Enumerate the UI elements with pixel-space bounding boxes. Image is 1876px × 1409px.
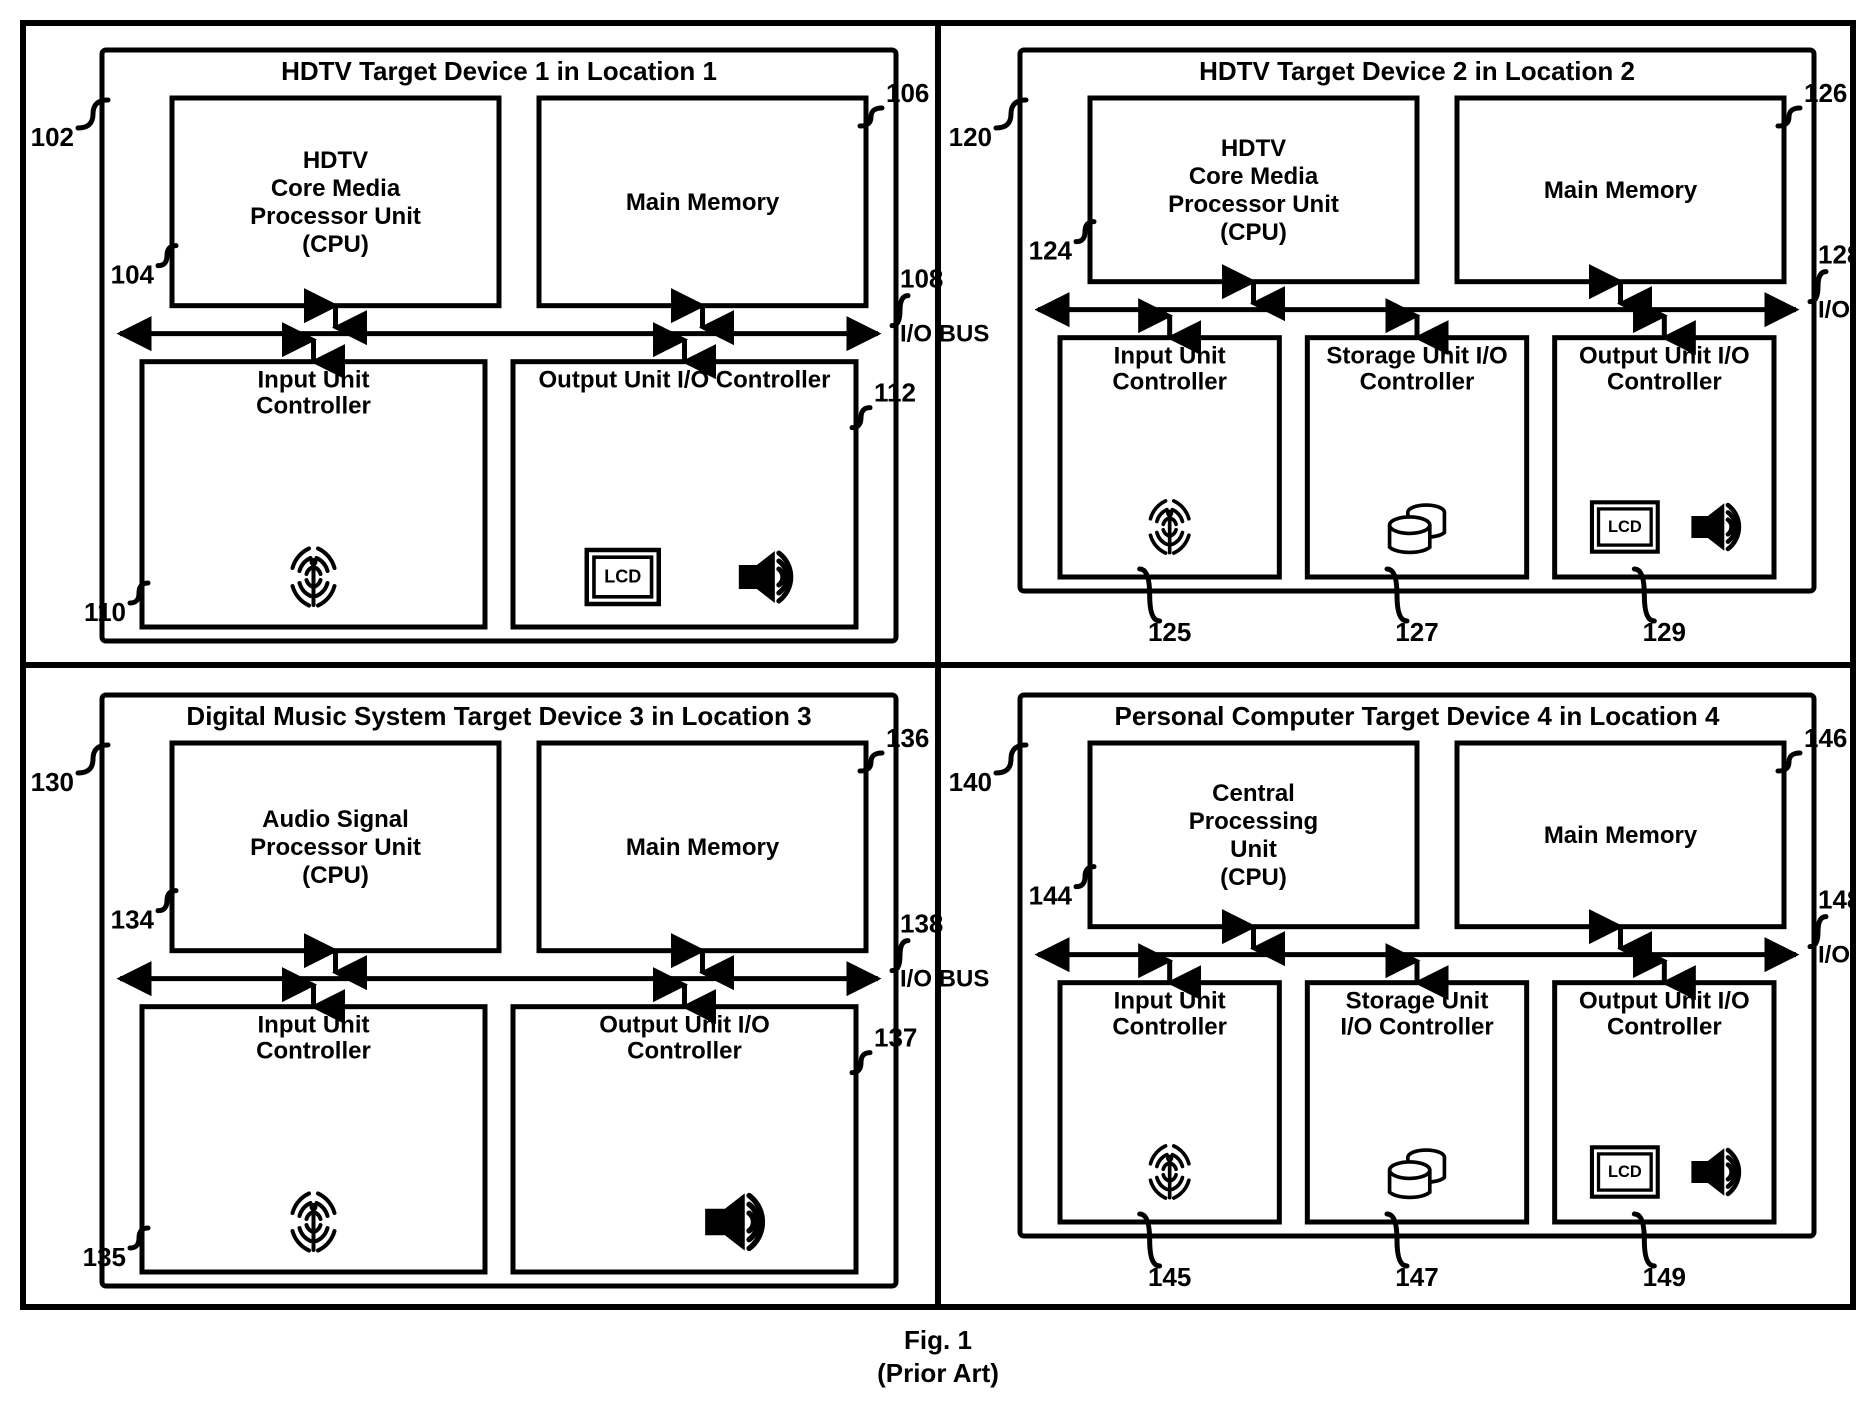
svg-text:148: 148: [1818, 885, 1856, 915]
diagram-svg: HDTV Target Device 1 in Location 1 102 I/O…: [20, 20, 1856, 1310]
svg-text:Controller: Controller: [627, 1038, 742, 1065]
svg-text:Processor Unit: Processor Unit: [250, 834, 421, 861]
svg-text:HDTV: HDTV: [1221, 135, 1286, 162]
svg-text:Processing: Processing: [1189, 808, 1318, 835]
svg-text:Controller: Controller: [1360, 369, 1475, 396]
svg-text:124: 124: [1029, 236, 1073, 266]
caption-line-1: Fig. 1: [904, 1325, 972, 1355]
svg-text:LCD: LCD: [604, 566, 641, 586]
svg-text:I/O Controller: I/O Controller: [1340, 1014, 1493, 1041]
svg-text:Core Media: Core Media: [1189, 163, 1319, 190]
svg-text:130: 130: [31, 767, 74, 797]
svg-text:Controller: Controller: [256, 393, 371, 420]
svg-text:Central: Central: [1212, 780, 1295, 807]
svg-text:Unit: Unit: [1230, 836, 1277, 863]
svg-text:Main Memory: Main Memory: [626, 189, 780, 216]
svg-text:Storage Unit: Storage Unit: [1346, 988, 1489, 1015]
svg-text:Controller: Controller: [1112, 1014, 1227, 1041]
svg-text:HDTV: HDTV: [303, 147, 368, 174]
svg-text:146: 146: [1804, 723, 1847, 753]
caption-line-2: (Prior Art): [877, 1358, 999, 1388]
quadrant-q4: Personal Computer Target Device 4 in Loc…: [949, 695, 1856, 1292]
svg-text:Output Unit I/O: Output Unit I/O: [1579, 988, 1750, 1015]
figure-caption: Fig. 1 (Prior Art): [20, 1324, 1856, 1389]
svg-text:LCD: LCD: [1608, 518, 1642, 536]
svg-text:112: 112: [874, 378, 916, 408]
svg-text:Core Media: Core Media: [271, 175, 401, 202]
quadrant-q2: HDTV Target Device 2 in Location 2 120 I/O…: [949, 50, 1856, 647]
svg-text:Output Unit I/O: Output Unit I/O: [599, 1012, 770, 1039]
svg-text:Controller: Controller: [1112, 369, 1227, 396]
svg-text:134: 134: [111, 905, 155, 935]
svg-text:Input Unit: Input Unit: [258, 367, 370, 394]
svg-text:I/O BUS: I/O BUS: [900, 966, 989, 993]
svg-text:(CPU): (CPU): [302, 862, 369, 889]
svg-text:120: 120: [949, 122, 992, 152]
svg-text:Input Unit: Input Unit: [1114, 343, 1226, 370]
svg-text:HDTV Target Device 2 in Locati: HDTV Target Device 2 in Location 2: [1199, 56, 1635, 86]
svg-text:I/O BUS: I/O BUS: [1818, 297, 1856, 324]
svg-text:Controller: Controller: [1607, 1014, 1722, 1041]
svg-text:(CPU): (CPU): [1220, 219, 1287, 246]
svg-text:Controller: Controller: [1607, 369, 1722, 396]
quadrant-q3: Digital Music System Target Device 3 in …: [31, 695, 990, 1286]
svg-text:I/O BUS: I/O BUS: [900, 321, 989, 348]
svg-text:Output Unit I/O: Output Unit I/O: [1579, 343, 1750, 370]
svg-text:Audio Signal: Audio Signal: [262, 806, 409, 833]
svg-text:Output Unit I/O Controller: Output Unit I/O Controller: [539, 367, 831, 394]
svg-text:HDTV Target Device 1 in Locati: HDTV Target Device 1 in Location 1: [281, 56, 717, 86]
svg-text:Main Memory: Main Memory: [1544, 822, 1698, 849]
svg-text:Digital Music System Target De: Digital Music System Target Device 3 in …: [186, 701, 811, 731]
svg-text:135: 135: [83, 1242, 126, 1272]
svg-text:Storage Unit I/O: Storage Unit I/O: [1326, 343, 1507, 370]
svg-text:Controller: Controller: [256, 1038, 371, 1065]
quadrant-q1: HDTV Target Device 1 in Location 1 102 I/O…: [31, 50, 990, 641]
svg-text:Main Memory: Main Memory: [626, 834, 780, 861]
svg-text:108: 108: [900, 264, 943, 294]
svg-text:144: 144: [1029, 881, 1073, 911]
svg-text:Input Unit: Input Unit: [1114, 988, 1226, 1015]
svg-text:(CPU): (CPU): [302, 231, 369, 258]
svg-text:104: 104: [111, 260, 155, 290]
svg-text:137: 137: [874, 1023, 917, 1053]
svg-text:Personal Computer Target Devic: Personal Computer Target Device 4 in Loc…: [1115, 701, 1720, 731]
svg-text:Input Unit: Input Unit: [258, 1012, 370, 1039]
svg-text:110: 110: [84, 597, 126, 627]
svg-text:136: 136: [886, 723, 929, 753]
svg-text:138: 138: [900, 909, 943, 939]
svg-text:106: 106: [886, 78, 929, 108]
svg-text:Processor Unit: Processor Unit: [250, 203, 421, 230]
svg-text:128: 128: [1818, 240, 1856, 270]
svg-text:Main Memory: Main Memory: [1544, 177, 1698, 204]
svg-text:LCD: LCD: [1608, 1163, 1642, 1181]
svg-text:126: 126: [1804, 78, 1847, 108]
svg-text:140: 140: [949, 767, 992, 797]
svg-text:102: 102: [31, 122, 74, 152]
svg-text:(CPU): (CPU): [1220, 864, 1287, 891]
svg-text:Processor Unit: Processor Unit: [1168, 191, 1339, 218]
figure: HDTV Target Device 1 in Location 1 102 I/O…: [20, 20, 1856, 1389]
svg-text:I/O BUS: I/O BUS: [1818, 942, 1856, 969]
